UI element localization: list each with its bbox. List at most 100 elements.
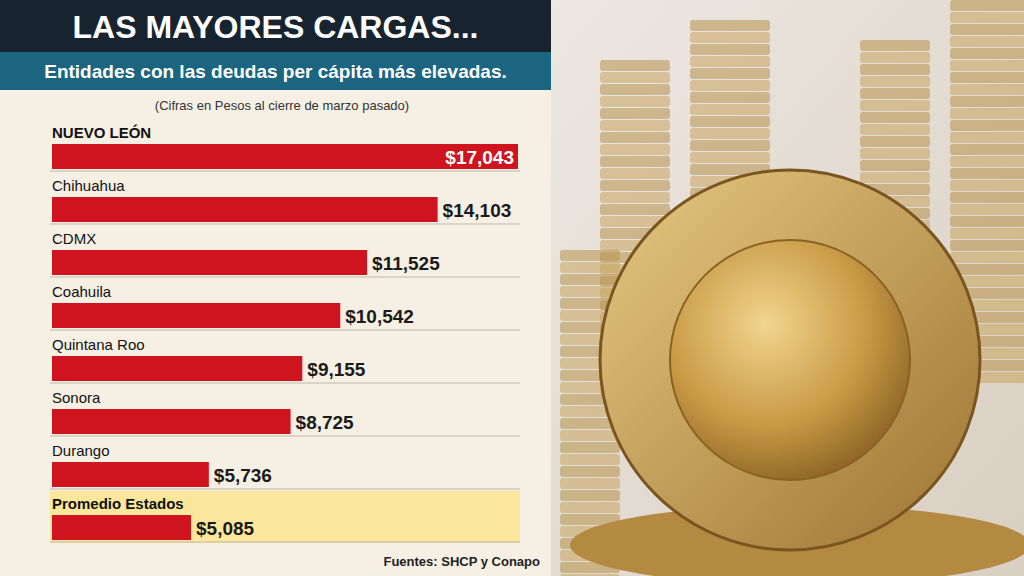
category-label: Promedio Estados [52, 495, 184, 512]
coin-edge [560, 502, 620, 513]
coin-edge [950, 48, 1024, 59]
coin-edge [950, 168, 1024, 179]
category-labels: NUEVO LEÓNChihuahuaCDMXCoahuilaQuintana … [52, 124, 184, 512]
coin-edge [690, 32, 770, 43]
coin-edge [690, 20, 770, 31]
coin-edge [860, 40, 930, 51]
note: (Cifras en Pesos al cierre de marzo pasa… [155, 98, 409, 113]
bar [52, 356, 302, 381]
coin-edge [690, 104, 770, 115]
separator [50, 542, 520, 543]
coin-edge [600, 204, 670, 215]
coin-edge [950, 60, 1024, 71]
chart-background [0, 0, 551, 576]
data-label: $17,043 [445, 147, 514, 168]
coin-edge [690, 92, 770, 103]
bar [52, 409, 291, 434]
bar [52, 515, 191, 540]
separator [50, 383, 520, 384]
coin-edge [690, 68, 770, 79]
category-label: Coahuila [52, 283, 112, 300]
subtitle-band [0, 52, 551, 90]
coin-edge [690, 44, 770, 55]
coin-edge [690, 56, 770, 67]
chart-panel: LAS MAYORES CARGAS... Entidades con las d… [0, 0, 551, 576]
coin-edge [560, 274, 620, 285]
coin-edge [950, 228, 1024, 239]
coin-edge [560, 454, 620, 465]
coin-edge [600, 144, 670, 155]
separator [50, 224, 520, 225]
category-label: Chihuahua [52, 177, 125, 194]
coin-edge [600, 120, 670, 131]
data-label: $10,542 [345, 306, 414, 327]
data-label: $5,085 [196, 518, 255, 539]
coin-edge [600, 60, 670, 71]
coin-edge [860, 76, 930, 87]
highlight-row [50, 491, 520, 543]
coin-edge [600, 156, 670, 167]
bar [52, 462, 209, 487]
coin-edge [950, 72, 1024, 83]
coin-edge [860, 112, 930, 123]
coin-edge [860, 172, 930, 183]
coin-edge [600, 168, 670, 179]
coin-edge [950, 180, 1024, 191]
data-label: $9,155 [307, 359, 366, 380]
category-label: CDMX [52, 230, 96, 247]
title: LAS MAYORES CARGAS... [73, 9, 479, 45]
coin-edge [950, 108, 1024, 119]
coin-edge [950, 264, 1024, 275]
separator [50, 171, 520, 172]
category-label: Durango [52, 442, 110, 459]
page: LAS MAYORES CARGAS... Entidades con las d… [0, 0, 1024, 576]
bars [52, 144, 518, 540]
coin-edge [600, 192, 670, 203]
separators [50, 171, 520, 542]
coin-edge [690, 140, 770, 151]
data-labels: $17,043$14,103$11,525$10,542$9,155$8,725… [196, 147, 514, 539]
coin-edge [950, 84, 1024, 95]
coin-edge [560, 262, 620, 273]
category-label: Sonora [52, 389, 101, 406]
data-label: $5,736 [214, 465, 272, 486]
separator [50, 436, 520, 437]
coin-edge [860, 160, 930, 171]
coin-edge [560, 478, 620, 489]
coin-edge [690, 80, 770, 91]
coin-edge [950, 120, 1024, 131]
coin-edge [860, 52, 930, 63]
coin-edge [560, 430, 620, 441]
coin-edge [600, 72, 670, 83]
separator [50, 277, 520, 278]
photo [551, 0, 1024, 576]
coin-edge [860, 136, 930, 147]
coin-edge [950, 132, 1024, 143]
coin-edge [690, 128, 770, 139]
coin-edge [560, 442, 620, 453]
coin-edge [600, 96, 670, 107]
coin-edge [950, 252, 1024, 263]
coin-edge [950, 204, 1024, 215]
coin-edge [860, 64, 930, 75]
bar [52, 250, 367, 275]
coin-edge [690, 152, 770, 163]
coin-edge [950, 156, 1024, 167]
data-label: $14,103 [443, 200, 512, 221]
coin-edge [560, 574, 620, 576]
separator [50, 489, 520, 490]
subtitle: Entidades con las deudas per cápita más … [44, 61, 507, 82]
coin-ring [600, 170, 980, 550]
coin-edge [860, 124, 930, 135]
coin-edge [950, 12, 1024, 23]
coin-edge [600, 180, 670, 191]
coin-edge [860, 88, 930, 99]
coin-edge [560, 490, 620, 501]
coin-edge [690, 116, 770, 127]
separator [50, 330, 520, 331]
coin-edge [600, 84, 670, 95]
coin-edge [950, 36, 1024, 47]
coin-edge [860, 100, 930, 111]
bar [52, 197, 438, 222]
source: Fuentes: SHCP y Conapo [383, 554, 540, 569]
